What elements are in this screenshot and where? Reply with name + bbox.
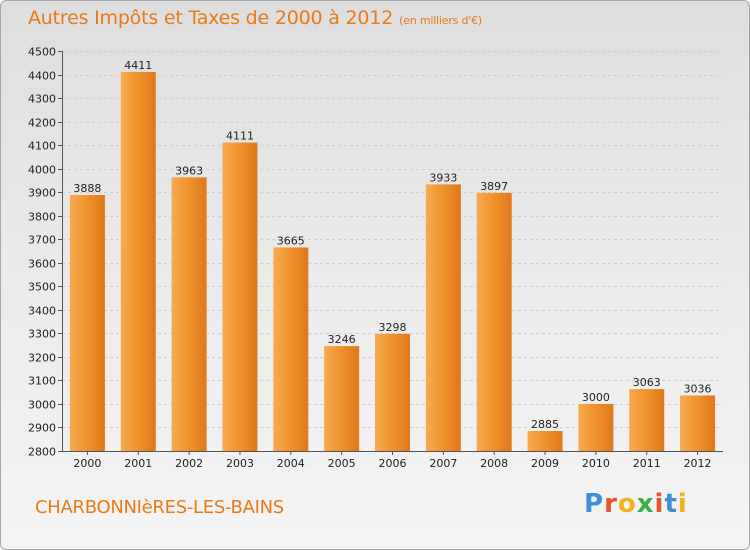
commune-name: CHARBONNIèRES-LES-BAINS xyxy=(35,497,284,518)
bar-2011 xyxy=(629,389,665,451)
y-tick-label: 3100 xyxy=(28,375,56,388)
y-tick-label: 3400 xyxy=(28,305,56,318)
bar-2001 xyxy=(120,71,156,452)
bar-2004 xyxy=(273,247,309,451)
value-label-2001: 4411 xyxy=(124,59,152,72)
y-tick-label: 4100 xyxy=(28,140,56,153)
logo-letter: P xyxy=(584,489,605,519)
bar-2005 xyxy=(324,346,360,451)
x-tick-label-2009: 2009 xyxy=(531,457,559,470)
x-tick-label-2001: 2001 xyxy=(124,457,152,470)
x-tick-label-2006: 2006 xyxy=(379,457,407,470)
value-label-2002: 3963 xyxy=(175,164,203,177)
logo-letter: i xyxy=(677,489,688,519)
x-tick-label-2010: 2010 xyxy=(582,457,610,470)
y-tick-label: 3900 xyxy=(28,187,56,200)
value-label-2000: 3888 xyxy=(73,182,101,195)
value-label-2012: 3036 xyxy=(684,382,712,395)
y-tick-label: 3800 xyxy=(28,211,56,224)
value-label-2006: 3298 xyxy=(379,321,407,334)
bar-2007 xyxy=(425,184,461,452)
logo-letter: i xyxy=(654,489,665,519)
bars xyxy=(69,71,716,452)
bar-2002 xyxy=(171,177,207,451)
value-label-2005: 3246 xyxy=(328,333,356,346)
x-tick-label-2005: 2005 xyxy=(328,457,356,470)
logo-letter: t xyxy=(664,489,678,519)
value-label-2003: 4111 xyxy=(226,130,254,143)
chart-title-text: Autres Impôts et Taxes de 2000 à 2012 xyxy=(28,7,394,29)
bar-2000 xyxy=(69,195,105,451)
value-label-2004: 3665 xyxy=(277,234,305,247)
chart-subtitle: (en milliers d'€) xyxy=(399,14,482,27)
bar-2010 xyxy=(578,403,614,451)
y-tick-label: 3200 xyxy=(28,352,56,365)
y-tick-label: 3000 xyxy=(28,399,56,412)
x-tick-label-2004: 2004 xyxy=(277,457,305,470)
value-label-2011: 3063 xyxy=(633,376,661,389)
labels: 2800 2900 3000 3100 3200 3300 3400 3500 3600 3700… xyxy=(28,46,712,471)
y-tick-label: 3500 xyxy=(28,281,56,294)
x-tick-label-2007: 2007 xyxy=(429,457,457,470)
bar-2006 xyxy=(375,333,410,451)
value-label-2008: 3897 xyxy=(480,180,508,193)
y-tick-label: 4000 xyxy=(28,164,56,177)
y-tick-label: 3700 xyxy=(28,234,56,247)
bar-2008 xyxy=(476,192,512,451)
y-tick-label: 3600 xyxy=(28,258,56,271)
chart-title: Autres Impôts et Taxes de 2000 à 2012 (en… xyxy=(28,7,482,29)
bar-2012 xyxy=(680,395,716,451)
bar-2009 xyxy=(527,431,563,451)
x-tick-label-2008: 2008 xyxy=(480,457,508,470)
y-tick-label: 4200 xyxy=(28,117,56,130)
bar-2003 xyxy=(222,142,258,451)
logo-letter: o xyxy=(617,489,637,519)
value-label-2009: 2885 xyxy=(531,418,559,431)
proxiti-logo[interactable]: Proxiti xyxy=(584,489,688,519)
axes xyxy=(58,51,723,455)
y-tick-label: 3300 xyxy=(28,328,56,341)
y-tick-label: 2900 xyxy=(28,422,56,435)
x-tick-label-2002: 2002 xyxy=(175,457,203,470)
x-tick-label-2000: 2000 xyxy=(73,457,101,470)
value-label-2010: 3000 xyxy=(582,391,610,404)
y-tick-label: 4300 xyxy=(28,93,56,106)
logo-letter: x xyxy=(636,489,655,519)
x-tick-label-2003: 2003 xyxy=(226,457,254,470)
x-tick-label-2012: 2012 xyxy=(684,457,712,470)
value-label-2007: 3933 xyxy=(429,171,457,184)
y-tick-label: 2800 xyxy=(28,446,56,459)
x-tick-label-2011: 2011 xyxy=(633,457,661,470)
y-tick-label: 4500 xyxy=(28,46,56,59)
y-tick-label: 4400 xyxy=(28,70,56,83)
logo-letter: r xyxy=(604,489,618,519)
